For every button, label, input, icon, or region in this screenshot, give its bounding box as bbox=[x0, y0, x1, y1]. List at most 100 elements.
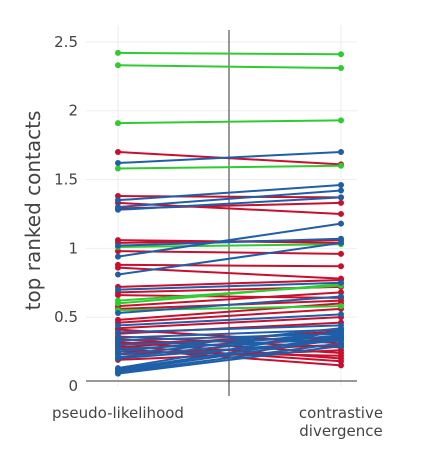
series-line bbox=[117, 313, 342, 327]
series-green bbox=[115, 62, 344, 72]
data-point bbox=[338, 327, 344, 334]
data-point bbox=[338, 239, 344, 246]
x-category-label: contrastive divergence bbox=[299, 404, 383, 440]
series-green bbox=[115, 49, 344, 58]
series-line bbox=[117, 119, 342, 125]
y-tick-label: 0.5 bbox=[54, 308, 78, 326]
series-blue bbox=[115, 182, 344, 204]
data-point bbox=[338, 303, 344, 310]
x-category-label: pseudo-likelihood bbox=[52, 404, 184, 422]
data-point bbox=[115, 62, 121, 69]
data-point bbox=[115, 120, 121, 127]
series-line bbox=[117, 345, 342, 375]
data-point bbox=[338, 352, 344, 359]
series-blue bbox=[115, 311, 344, 329]
data-point bbox=[338, 149, 344, 155]
data-point bbox=[338, 162, 344, 169]
data-point bbox=[338, 65, 344, 72]
data-point bbox=[115, 160, 121, 167]
data-point bbox=[115, 271, 121, 278]
series-blue bbox=[115, 239, 344, 278]
data-point bbox=[338, 263, 344, 270]
series-line bbox=[117, 222, 342, 258]
series-blue bbox=[115, 293, 344, 317]
data-point bbox=[115, 49, 121, 56]
data-point bbox=[115, 242, 121, 249]
data-point bbox=[338, 362, 344, 369]
series-line bbox=[117, 307, 342, 324]
series-line bbox=[117, 327, 342, 353]
data-point bbox=[115, 292, 121, 299]
data-point bbox=[115, 310, 121, 317]
data-point bbox=[338, 343, 344, 350]
data-point bbox=[115, 193, 121, 200]
data-point bbox=[115, 264, 121, 271]
series-line bbox=[117, 279, 342, 288]
series-line bbox=[117, 184, 342, 202]
data-point bbox=[338, 358, 344, 365]
series-line bbox=[117, 64, 342, 70]
series-blue bbox=[115, 194, 344, 213]
series-line bbox=[117, 237, 342, 247]
data-point bbox=[338, 279, 344, 286]
y-tick-label: 0 bbox=[68, 377, 78, 395]
data-point bbox=[115, 300, 121, 307]
series-line bbox=[117, 331, 342, 356]
series-line bbox=[117, 324, 342, 334]
series-blue bbox=[115, 235, 344, 249]
data-point bbox=[338, 220, 344, 227]
y-tick-label: 1 bbox=[68, 239, 78, 257]
data-point bbox=[338, 293, 344, 300]
data-point bbox=[115, 355, 121, 362]
series-line bbox=[117, 332, 342, 342]
data-point bbox=[338, 235, 344, 242]
series-line bbox=[117, 263, 342, 268]
series-line bbox=[117, 164, 342, 170]
series-red bbox=[115, 261, 344, 270]
data-point bbox=[338, 210, 344, 217]
series-line bbox=[117, 329, 342, 370]
series-line bbox=[117, 294, 342, 299]
data-point bbox=[115, 206, 121, 213]
data-point bbox=[115, 286, 121, 293]
data-point bbox=[115, 197, 121, 204]
y-tick-labels: 0 0.5 1 1.5 2 2.5 bbox=[54, 33, 78, 395]
series-green bbox=[115, 117, 344, 127]
data-point bbox=[338, 117, 344, 124]
data-point bbox=[115, 341, 121, 348]
data-point bbox=[338, 194, 344, 201]
data-point bbox=[115, 149, 121, 155]
x-category-labels: pseudo-likelihood contrastive divergence bbox=[52, 404, 383, 440]
data-point bbox=[115, 322, 121, 329]
series-blue bbox=[115, 279, 344, 293]
series-line bbox=[117, 338, 342, 372]
y-tick-label: 1.5 bbox=[54, 171, 78, 189]
y-axis-title: top ranked contacts bbox=[21, 111, 45, 311]
series-line bbox=[117, 51, 342, 56]
series-line bbox=[117, 291, 342, 308]
series-line bbox=[117, 334, 342, 359]
y-tick-label: 2.5 bbox=[54, 33, 78, 51]
data-point bbox=[115, 165, 121, 172]
series-blue bbox=[115, 220, 344, 260]
data-point bbox=[338, 182, 344, 189]
series-line bbox=[117, 316, 342, 330]
data-point bbox=[115, 248, 121, 255]
series-line bbox=[117, 189, 342, 209]
data-point bbox=[338, 336, 344, 343]
series-line bbox=[117, 335, 342, 371]
data-point bbox=[115, 337, 121, 344]
series-blue bbox=[115, 343, 344, 377]
data-point bbox=[115, 370, 121, 377]
series-blue bbox=[115, 149, 344, 167]
y-tick-label: 2 bbox=[68, 102, 78, 120]
data-point bbox=[338, 187, 344, 194]
data-point bbox=[338, 250, 344, 257]
data-point bbox=[338, 51, 344, 58]
data-point bbox=[115, 329, 121, 336]
series-line bbox=[117, 195, 342, 199]
series-line bbox=[117, 243, 342, 248]
data-point bbox=[338, 289, 344, 296]
data-point bbox=[338, 199, 344, 206]
